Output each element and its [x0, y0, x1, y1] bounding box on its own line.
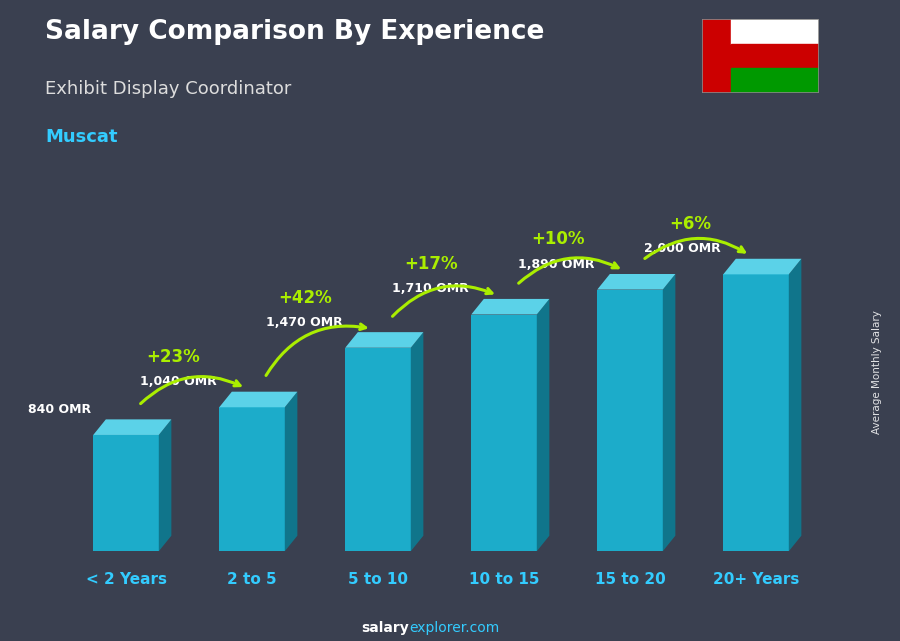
Polygon shape: [220, 392, 297, 407]
Polygon shape: [410, 332, 423, 551]
Polygon shape: [536, 299, 549, 551]
Polygon shape: [284, 392, 297, 551]
Bar: [731, 68, 819, 93]
Text: +17%: +17%: [405, 255, 458, 273]
Polygon shape: [346, 332, 423, 347]
Text: +23%: +23%: [147, 348, 200, 366]
Text: 840 OMR: 840 OMR: [28, 403, 91, 416]
Polygon shape: [94, 435, 158, 551]
Text: 2,000 OMR: 2,000 OMR: [644, 242, 721, 255]
Text: 1,040 OMR: 1,040 OMR: [140, 375, 217, 388]
Text: explorer.com: explorer.com: [410, 620, 500, 635]
Text: +10%: +10%: [531, 230, 584, 249]
Bar: [702, 19, 731, 93]
Polygon shape: [662, 274, 675, 551]
Text: 10 to 15: 10 to 15: [469, 572, 539, 587]
Polygon shape: [472, 315, 536, 551]
Bar: [731, 19, 819, 44]
Polygon shape: [788, 259, 801, 551]
Polygon shape: [158, 419, 171, 551]
Text: Average Monthly Salary: Average Monthly Salary: [872, 310, 883, 434]
Text: salary: salary: [362, 620, 410, 635]
Text: 20+ Years: 20+ Years: [713, 572, 799, 587]
Text: 1,890 OMR: 1,890 OMR: [518, 258, 595, 271]
Text: 1,470 OMR: 1,470 OMR: [266, 315, 343, 329]
Polygon shape: [346, 347, 410, 551]
Polygon shape: [598, 290, 662, 551]
Polygon shape: [724, 274, 788, 551]
Text: Salary Comparison By Experience: Salary Comparison By Experience: [45, 19, 544, 46]
Text: Muscat: Muscat: [45, 128, 118, 146]
Text: +42%: +42%: [279, 288, 332, 306]
Text: 1,710 OMR: 1,710 OMR: [392, 283, 469, 296]
Text: +6%: +6%: [669, 215, 711, 233]
Bar: [731, 44, 819, 68]
Polygon shape: [724, 259, 801, 274]
Polygon shape: [220, 407, 284, 551]
Text: < 2 Years: < 2 Years: [86, 572, 166, 587]
Text: 5 to 10: 5 to 10: [348, 572, 408, 587]
Polygon shape: [472, 299, 549, 315]
Text: 2 to 5: 2 to 5: [227, 572, 277, 587]
Text: Exhibit Display Coordinator: Exhibit Display Coordinator: [45, 80, 292, 98]
Text: 15 to 20: 15 to 20: [595, 572, 665, 587]
Polygon shape: [598, 274, 675, 290]
Polygon shape: [94, 419, 171, 435]
